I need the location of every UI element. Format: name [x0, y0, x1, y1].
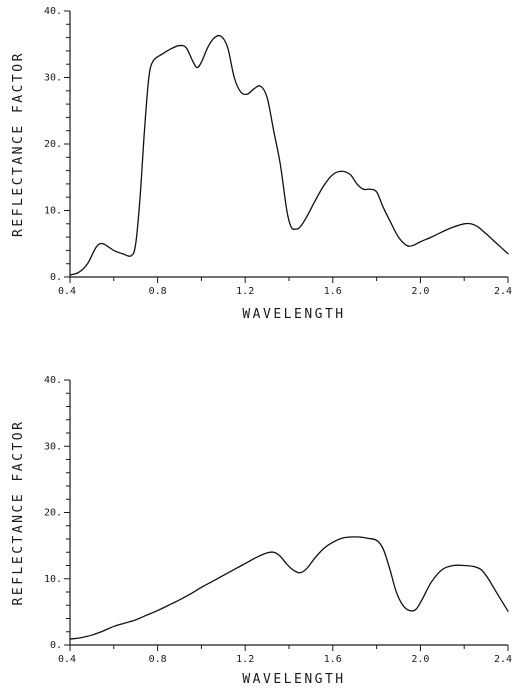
y-tick-label: 40.: [44, 375, 62, 386]
x-tick-label: 2.0: [411, 286, 429, 297]
y-axis-title: REFLECTANCE FACTOR: [11, 51, 26, 237]
x-tick-label: 2.0: [411, 654, 429, 665]
y-tick-label: 10.: [44, 206, 62, 217]
y-tick-label: 10.: [44, 574, 62, 585]
series-line-1: [69, 34, 509, 276]
chart-panel-1: 0. 10. 20. 30. 40. 0.4 0.8 1.2 1.6 2.0 2.4 WAVELENG…: [11, 6, 512, 322]
x-axis-title: WAVELENGTH: [242, 672, 345, 687]
y-tick-label: 30.: [44, 441, 62, 452]
series-line-1: [69, 536, 509, 640]
x-tick-label: 0.8: [149, 286, 167, 297]
x-tick-label: 1.2: [236, 654, 254, 665]
x-tick-label: 2.4: [494, 654, 512, 665]
x-tick-label: 0.4: [58, 654, 76, 665]
chart-panel-2: 0. 10. 20. 30. 40. 0.4 0.8 1.2 1.6 2.0 2.4 WAVELENG…: [11, 375, 512, 687]
x-tick-label: 0.4: [58, 286, 76, 297]
y-axis-title: REFLECTANCE FACTOR: [11, 420, 26, 606]
x-tick-label: 2.4: [494, 286, 512, 297]
y-tick-label: 30.: [44, 73, 62, 84]
y-tick-label: 40.: [44, 6, 62, 17]
x-tick-label: 1.2: [236, 286, 254, 297]
x-tick-label: 0.8: [149, 654, 167, 665]
y-tick-label: 0.: [50, 272, 62, 283]
y-tick-label: 0.: [50, 640, 62, 651]
x-tick-label: 1.6: [324, 286, 342, 297]
y-tick-label: 20.: [44, 139, 62, 150]
y-tick-label: 20.: [44, 508, 62, 519]
x-axis-title: WAVELENGTH: [242, 307, 345, 322]
x-tick-label: 1.6: [324, 654, 342, 665]
